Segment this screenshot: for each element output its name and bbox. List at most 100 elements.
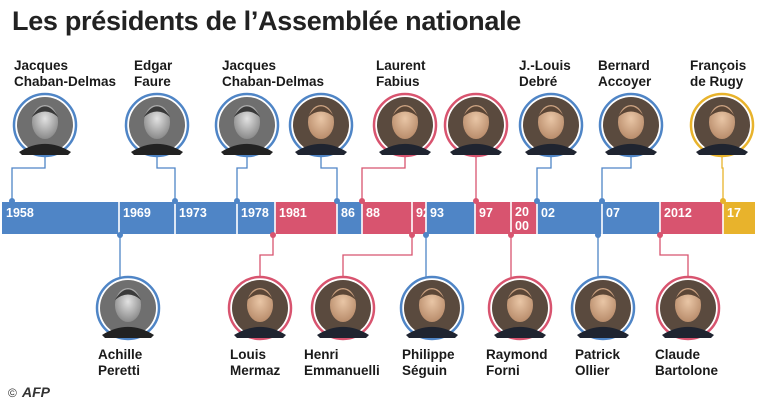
portrait-face	[307, 104, 335, 140]
timeline-year-label: 20	[515, 205, 529, 219]
page-title: Les présidents de l’Assemblée nationale	[12, 6, 521, 36]
president-name-first: Laurent	[376, 58, 426, 73]
president-name-first: Raymond	[486, 347, 548, 362]
portrait	[12, 92, 78, 158]
president-name-last: Peretti	[98, 363, 140, 378]
portrait-face	[143, 104, 171, 140]
portrait-suit	[605, 143, 657, 155]
portrait-face	[462, 104, 490, 140]
timeline-segment	[362, 202, 412, 234]
portrait	[487, 275, 553, 341]
connector-line	[156, 156, 176, 202]
connector-dot	[234, 198, 240, 204]
timeline-segment	[175, 202, 237, 234]
president-names: JacquesChaban-DelmasEdgarFaureJacquesCha…	[14, 58, 746, 378]
president-name-last: Bartolone	[655, 363, 718, 378]
portrait	[227, 275, 293, 341]
president-name-last: Chaban-Delmas	[222, 74, 324, 89]
portrait-suit	[317, 326, 369, 338]
portrait-hair	[31, 106, 59, 118]
connector-dot	[117, 232, 123, 238]
president-name-last: Ollier	[575, 363, 610, 378]
timeline-year-label: 02	[541, 206, 555, 220]
connector-dot	[334, 198, 340, 204]
connector-dot	[172, 198, 178, 204]
portrait-face	[708, 104, 736, 140]
connector-line	[536, 156, 552, 202]
president-name-first: Achille	[98, 347, 143, 362]
portrait-hair	[506, 289, 534, 301]
timeline-year-label: 1973	[179, 206, 207, 220]
portrait-face	[246, 287, 274, 323]
portrait-face	[329, 287, 357, 323]
connector-line	[361, 156, 406, 202]
portrait-hair	[708, 106, 736, 118]
connector-dot	[409, 232, 415, 238]
connector-line	[236, 156, 248, 202]
timeline-segment	[602, 202, 660, 234]
portrait-suit	[406, 326, 458, 338]
timeline-year-label: 1981	[279, 206, 307, 220]
timeline-segment	[511, 202, 537, 234]
president-name-first: Patrick	[575, 347, 621, 362]
president-name-last: Forni	[486, 363, 520, 378]
portrait-suit	[102, 326, 154, 338]
timeline-segment	[412, 202, 426, 234]
portrait-hair	[143, 106, 171, 118]
portrait	[95, 275, 161, 341]
timeline-segment	[237, 202, 275, 234]
president-name-first: François	[690, 58, 746, 73]
portrait-hair	[674, 289, 702, 301]
portrait-suit	[494, 326, 546, 338]
timeline-year-label: 1969	[123, 206, 151, 220]
connector-dot	[595, 232, 601, 238]
portrait	[310, 275, 376, 341]
portrait	[655, 275, 721, 341]
portrait-hair	[246, 289, 274, 301]
connector-dot	[508, 232, 514, 238]
portrait-face	[537, 104, 565, 140]
portraits	[12, 92, 755, 341]
portrait	[598, 92, 664, 158]
portrait-suit	[696, 143, 748, 155]
portrait-hair	[462, 106, 490, 118]
president-name-last: Mermaz	[230, 363, 281, 378]
timeline-year-label: 07	[606, 206, 620, 220]
portrait-suit	[19, 143, 71, 155]
president-name-last: Emmanuelli	[304, 363, 380, 378]
president-name-first: Louis	[230, 347, 266, 362]
connector-line	[342, 234, 413, 277]
connector-dot	[270, 232, 276, 238]
timeline-year-label: 2012	[664, 206, 692, 220]
timeline-segment	[119, 202, 175, 234]
portrait	[570, 275, 636, 341]
portrait-hair	[418, 289, 446, 301]
portrait	[443, 92, 509, 158]
portrait-face	[31, 104, 59, 140]
portrait-suit	[379, 143, 431, 155]
connector-line	[659, 234, 689, 277]
connector-line	[601, 156, 632, 202]
president-name-first: Jacques	[14, 58, 68, 73]
copyright-symbol: ©	[8, 386, 17, 400]
portrait-face	[617, 104, 645, 140]
connector-line	[259, 234, 274, 277]
connector-dot	[423, 232, 429, 238]
timeline-segment	[2, 202, 119, 234]
timeline-year-label: 1978	[241, 206, 269, 220]
portrait	[689, 92, 755, 158]
connector-dot	[473, 198, 479, 204]
portrait-face	[418, 287, 446, 323]
portrait-hair	[114, 289, 142, 301]
president-name-last: Accoyer	[598, 74, 652, 89]
president-name-first: Henri	[304, 347, 339, 362]
timeline-year-label: 1958	[6, 206, 34, 220]
timeline-segment	[275, 202, 337, 234]
connector-lines	[9, 156, 726, 277]
president-name-last: de Rugy	[690, 74, 744, 89]
connector-line	[721, 156, 724, 202]
president-name-first: Edgar	[134, 58, 173, 73]
timeline-year-label: 97	[479, 206, 493, 220]
timeline-segment	[537, 202, 602, 234]
